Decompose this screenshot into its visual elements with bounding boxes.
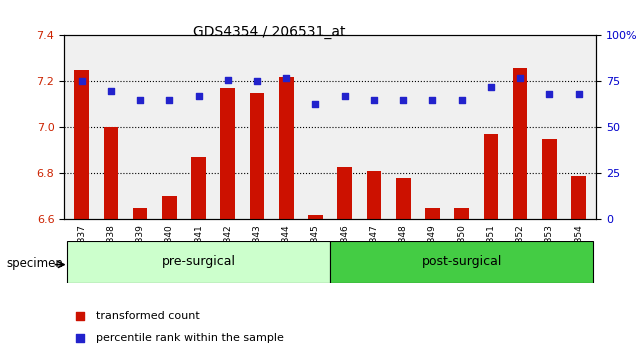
Bar	[162, 196, 177, 219]
Bar	[250, 93, 264, 219]
Text: post-surgical: post-surgical	[422, 256, 502, 268]
FancyBboxPatch shape	[67, 241, 330, 283]
Bar	[191, 157, 206, 219]
Point	[456, 97, 467, 103]
Point	[515, 75, 525, 81]
Bar	[74, 70, 89, 219]
Point	[75, 335, 85, 341]
Bar	[279, 77, 294, 219]
Text: GDS4354 / 206531_at: GDS4354 / 206531_at	[193, 25, 345, 39]
FancyBboxPatch shape	[330, 241, 593, 283]
Bar	[571, 176, 586, 219]
Bar	[104, 127, 118, 219]
Bar	[483, 135, 498, 219]
Text: pre-surgical: pre-surgical	[162, 256, 236, 268]
Point	[164, 97, 174, 103]
Point	[340, 93, 350, 99]
Text: specimen: specimen	[6, 257, 63, 270]
Point	[106, 88, 116, 93]
Point	[486, 84, 496, 90]
Point	[398, 97, 408, 103]
Point	[574, 91, 584, 97]
Point	[369, 97, 379, 103]
Bar	[133, 208, 147, 219]
Bar	[454, 208, 469, 219]
Bar	[396, 178, 410, 219]
Point	[252, 79, 262, 84]
Point	[281, 75, 292, 81]
Point	[194, 93, 204, 99]
Bar	[308, 215, 323, 219]
Bar	[221, 88, 235, 219]
Point	[135, 97, 146, 103]
Bar	[542, 139, 556, 219]
Point	[222, 77, 233, 82]
Point	[75, 313, 85, 319]
Bar	[367, 171, 381, 219]
Point	[428, 97, 438, 103]
Point	[310, 101, 320, 106]
Point	[76, 79, 87, 84]
Text: transformed count: transformed count	[96, 311, 200, 321]
Text: percentile rank within the sample: percentile rank within the sample	[96, 333, 284, 343]
Bar	[337, 166, 352, 219]
Bar	[513, 68, 528, 219]
Point	[544, 91, 554, 97]
Bar	[425, 208, 440, 219]
